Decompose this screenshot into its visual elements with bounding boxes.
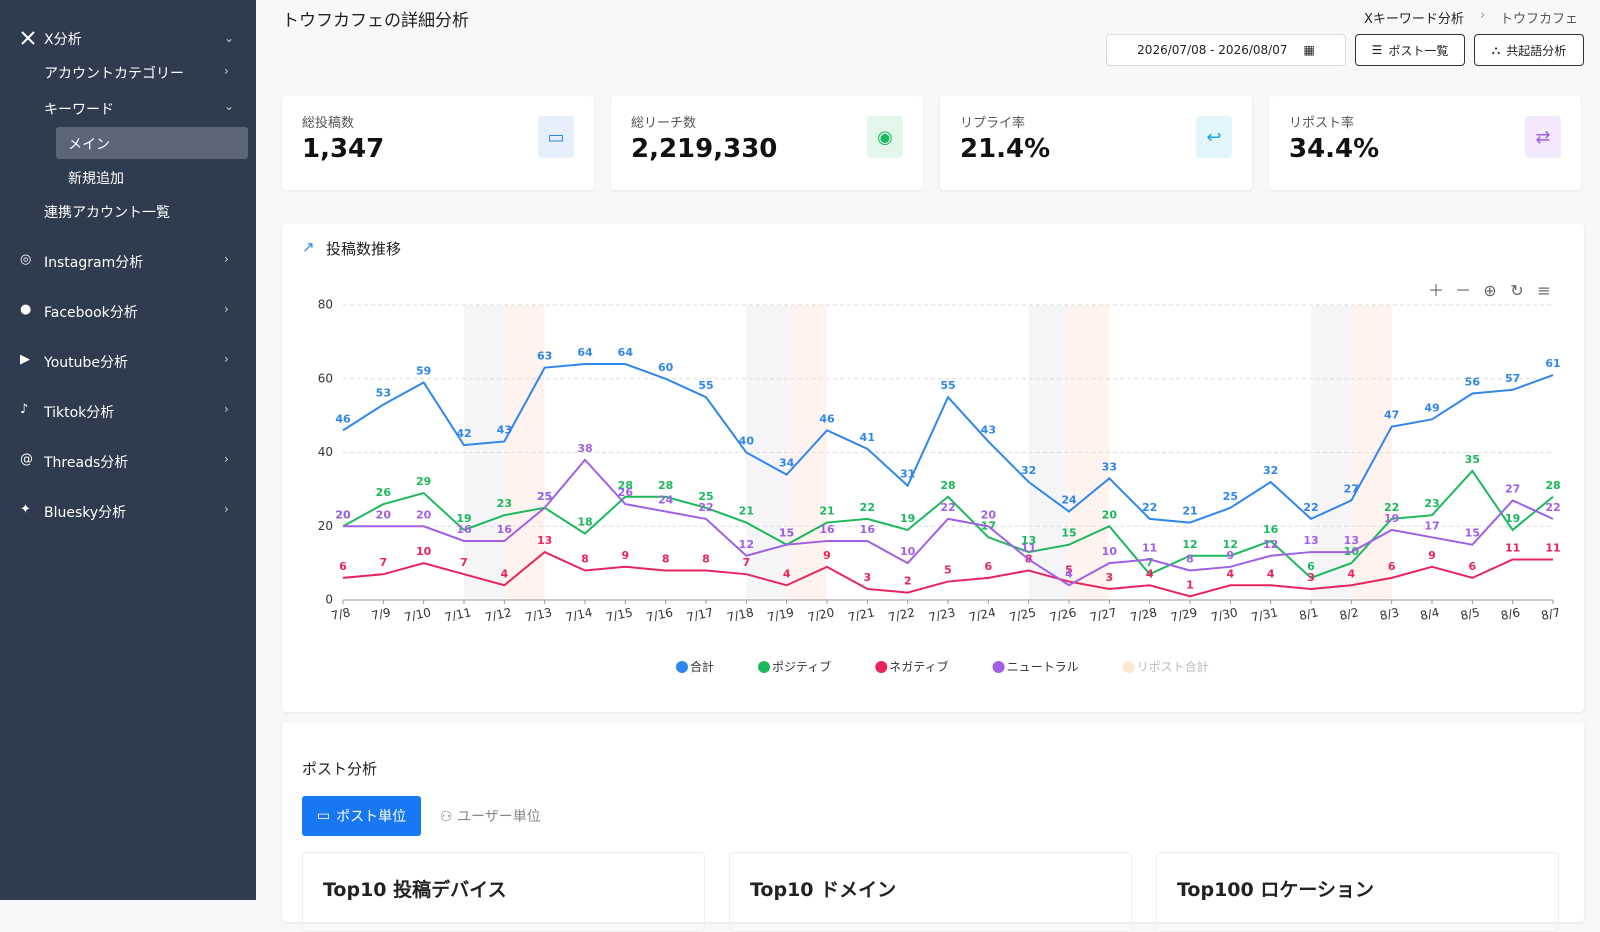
tree-icon: ⛬ bbox=[1491, 42, 1501, 57]
kpi-value: 1,347 bbox=[302, 134, 385, 164]
post-analysis-card: ポスト分析 ▭ ポスト単位 ⚇ ユーザー単位 Top10 投稿デバイス Top10 … bbox=[282, 722, 1584, 932]
chart-title: 投稿数推移 bbox=[326, 240, 402, 258]
nav-item[interactable]: X分析 bbox=[44, 32, 82, 48]
breadcrumb: トウフカフェ bbox=[1500, 12, 1579, 27]
nav-item[interactable]: キーワード bbox=[44, 102, 114, 118]
kpi-card: リポスト率 34.4% ⇄ bbox=[1269, 96, 1581, 190]
kpi-card: リプライ率 21.4% ↩ bbox=[940, 96, 1252, 190]
kpi-value: 21.4% bbox=[960, 134, 1051, 164]
sub-card: Top10 投稿デバイス bbox=[302, 852, 705, 932]
date-range: 2026/07/08 - 2026/08/07 bbox=[1137, 43, 1288, 57]
nav-icon: ♪ bbox=[20, 402, 29, 417]
date-picker[interactable]: 2026/07/08 - 2026/08/07 ▦ bbox=[1106, 34, 1346, 66]
x-icon bbox=[21, 31, 35, 45]
trend-icon: ↗ bbox=[302, 238, 315, 256]
calendar-icon: ▦ bbox=[1303, 43, 1315, 57]
kpi-card: 総リーチ数 2,219,330 ◉ bbox=[611, 96, 923, 190]
sub-card-title: Top10 投稿デバイス bbox=[323, 879, 507, 901]
button[interactable]: ⛬ 共起語分析 bbox=[1474, 34, 1584, 66]
sub-card: Top10 ドメイン bbox=[729, 852, 1132, 932]
chevron: › bbox=[224, 452, 229, 466]
nav-item[interactable]: メイン bbox=[68, 137, 110, 153]
chevron: › bbox=[224, 502, 229, 516]
nav-icon: ● bbox=[20, 302, 32, 317]
sub-card-title: Top10 ドメイン bbox=[750, 879, 897, 901]
nav-icon: ✦ bbox=[20, 502, 31, 517]
chevron: › bbox=[224, 402, 229, 416]
list-icon: ☰ bbox=[1371, 43, 1383, 57]
kpi-value: 2,219,330 bbox=[631, 134, 778, 164]
sub-card-title: Top100 ロケーション bbox=[1177, 879, 1374, 901]
tab-label: ポスト単位 bbox=[336, 809, 407, 825]
kpi-label: 総投稿数 bbox=[302, 116, 355, 131]
nav-item[interactable]: Youtube分析 bbox=[44, 355, 128, 371]
breadcrumb-sep: › bbox=[1480, 8, 1486, 23]
nav-item[interactable]: Facebook分析 bbox=[44, 305, 138, 321]
nav-item[interactable]: Instagram分析 bbox=[44, 255, 144, 271]
nav-item[interactable]: Threads分析 bbox=[44, 455, 129, 471]
chevron: › bbox=[224, 302, 229, 316]
chevron: ⌄ bbox=[224, 31, 235, 45]
button-label: ポスト一覧 bbox=[1388, 43, 1449, 58]
chart-card: ↗ 投稿数推移 bbox=[282, 224, 1584, 712]
tab-icon: ▭ bbox=[316, 808, 331, 824]
button[interactable]: ☰ ポスト一覧 bbox=[1355, 34, 1465, 66]
nav-item[interactable]: アカウントカテゴリー bbox=[44, 66, 184, 82]
kpi-icon: ◉ bbox=[867, 116, 903, 158]
kpi-label: 総リーチ数 bbox=[631, 116, 697, 131]
sidebar: X分析 ⌄ アカウントカテゴリー › キーワード ⌄ メイン 新規追加 連携アカウント… bbox=[0, 0, 256, 900]
nav-item[interactable]: 新規追加 bbox=[68, 171, 124, 187]
tab-label: ユーザー単位 bbox=[457, 809, 541, 825]
tab[interactable]: ⚇ ユーザー単位 bbox=[440, 806, 541, 826]
kpi-icon: ↩ bbox=[1196, 116, 1232, 158]
kpi-card: 総投稿数 1,347 ▭ bbox=[282, 96, 594, 190]
chevron: › bbox=[224, 252, 229, 266]
nav-icon: ▶ bbox=[20, 352, 30, 367]
breadcrumb[interactable]: Xキーワード分析 bbox=[1364, 12, 1464, 27]
chevron: › bbox=[224, 352, 229, 366]
section-title: ポスト分析 bbox=[302, 760, 378, 778]
nav-item[interactable]: 連携アカウント一覧 bbox=[44, 205, 170, 221]
button-label: 共起語分析 bbox=[1506, 43, 1567, 58]
tab-icon: ⚇ bbox=[440, 809, 458, 825]
nav-item[interactable]: Bluesky分析 bbox=[44, 505, 127, 521]
kpi-icon: ⇄ bbox=[1525, 116, 1561, 158]
kpi-label: リポスト率 bbox=[1289, 116, 1355, 131]
chevron: ⌄ bbox=[224, 99, 235, 113]
chevron: › bbox=[224, 64, 229, 78]
kpi-label: リプライ率 bbox=[960, 116, 1026, 131]
kpi-icon: ▭ bbox=[538, 116, 574, 158]
page-title: トウフカフェの詳細分析 bbox=[282, 11, 469, 31]
nav-icon: ◎ bbox=[20, 252, 32, 267]
nav-icon: @ bbox=[20, 452, 33, 467]
kpi-value: 34.4% bbox=[1289, 134, 1380, 164]
sub-card: Top100 ロケーション bbox=[1156, 852, 1559, 932]
tab-active[interactable]: ▭ ポスト単位 bbox=[302, 796, 421, 836]
nav-item[interactable]: Tiktok分析 bbox=[44, 405, 115, 421]
active-item[interactable] bbox=[56, 127, 248, 159]
